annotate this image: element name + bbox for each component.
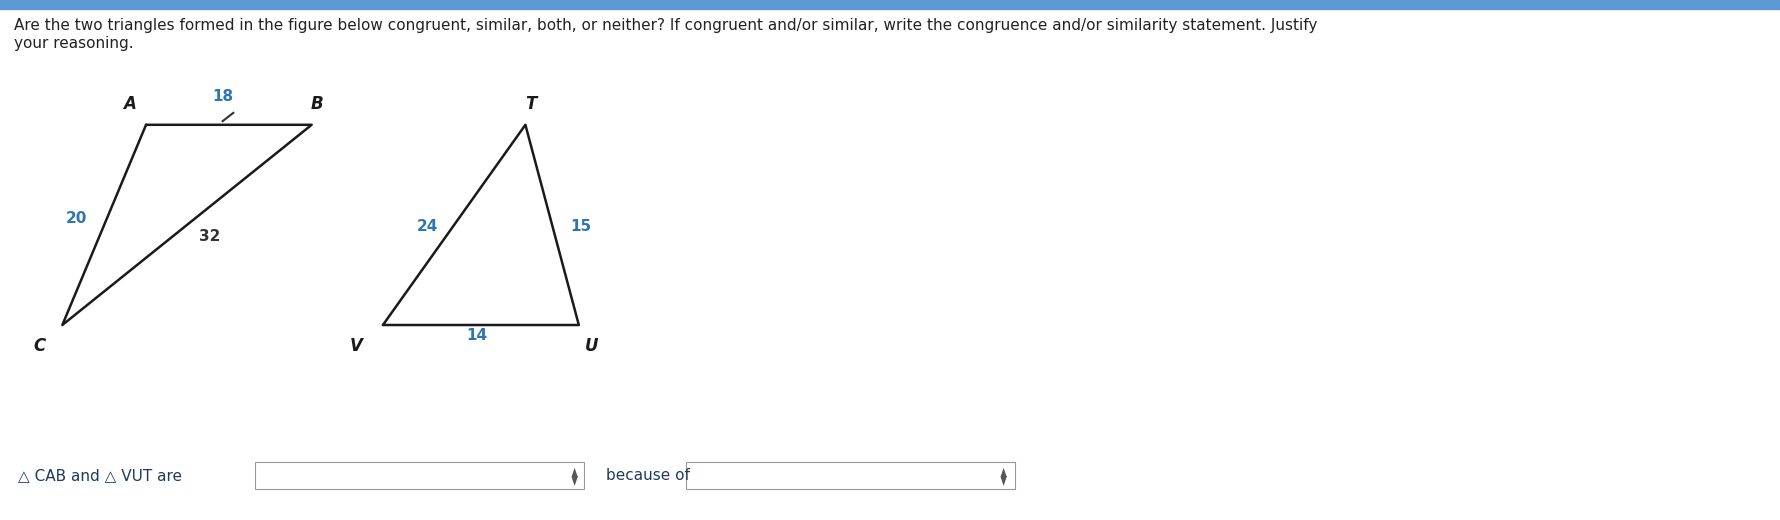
Text: Are the two triangles formed in the figure below congruent, similar, both, or ne: Are the two triangles formed in the figu…	[14, 18, 1317, 50]
Text: 32: 32	[199, 229, 221, 244]
Text: T: T	[525, 95, 536, 113]
Text: ◄►: ◄►	[997, 465, 1011, 485]
Text: 18: 18	[212, 89, 233, 103]
Text: B: B	[310, 95, 324, 113]
Text: A: A	[123, 95, 137, 113]
Text: C: C	[34, 337, 44, 355]
Text: 14: 14	[466, 328, 488, 343]
Text: ◄►: ◄►	[568, 465, 582, 485]
Text: 24: 24	[417, 219, 438, 233]
Text: because of: because of	[605, 469, 689, 483]
Text: △ CAB and △ VUT are: △ CAB and △ VUT are	[18, 469, 182, 483]
Text: V: V	[349, 337, 363, 355]
Text: 15: 15	[570, 219, 591, 233]
Bar	[0, 0, 1780, 9]
Text: 20: 20	[66, 211, 87, 226]
Text: U: U	[584, 337, 598, 355]
FancyBboxPatch shape	[685, 462, 1015, 489]
FancyBboxPatch shape	[255, 462, 584, 489]
